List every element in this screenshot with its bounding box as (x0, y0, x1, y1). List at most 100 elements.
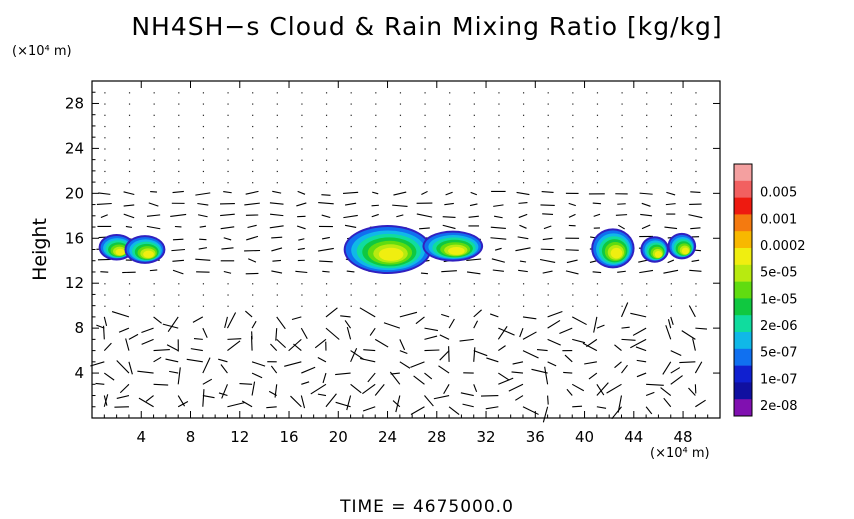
wind-arrow (641, 224, 651, 230)
cloud-region (640, 236, 670, 263)
wind-arrow (98, 192, 111, 195)
wind-arrow (359, 357, 376, 363)
wind-dot (547, 137, 549, 139)
wind-arrow (688, 305, 696, 318)
wind-arrow (197, 202, 209, 206)
wind-arrow (516, 191, 530, 196)
wind-arrow (522, 316, 537, 320)
wind-arrow (448, 406, 460, 415)
wind-dot (252, 294, 254, 296)
wind-arrow (363, 349, 376, 352)
wind-dot (301, 305, 303, 307)
wind-arrow (100, 214, 108, 219)
wind-dot (670, 103, 672, 105)
wind-dot (104, 125, 106, 128)
wind-dot (547, 103, 549, 105)
wind-arrow (319, 260, 333, 263)
wind-dot (547, 305, 549, 307)
wind-arrow (325, 393, 337, 408)
wind-dot (325, 92, 328, 94)
wind-dot (670, 125, 672, 128)
wind-arrow (419, 227, 430, 230)
wind-dot (449, 294, 451, 296)
wind-arrow (565, 249, 579, 251)
wind-dot (424, 137, 426, 139)
wind-arrow (116, 360, 130, 374)
wind-dot (128, 159, 131, 161)
wind-arrow (410, 406, 425, 415)
wind-arrow (621, 364, 628, 374)
wind-arrow (172, 238, 184, 241)
wind-arrow (433, 394, 450, 400)
wind-dot (399, 125, 402, 128)
wind-dot (202, 148, 205, 150)
wind-dot (350, 125, 352, 128)
wind-dot (350, 182, 352, 184)
wind-arrow (202, 327, 208, 338)
wind-arrow (559, 327, 573, 335)
wind-arrow (153, 356, 162, 363)
wind-arrow (310, 383, 327, 395)
wind-arrow (420, 272, 429, 275)
wind-dot (128, 137, 131, 139)
wind-arrow (148, 202, 159, 207)
wind-dot (621, 159, 623, 161)
wind-dot (276, 159, 278, 161)
cloud-layer (378, 247, 404, 261)
wind-dot (547, 159, 549, 161)
wind-dot (695, 182, 697, 184)
wind-dot (621, 137, 623, 139)
wind-dot (498, 283, 500, 285)
wind-dot (325, 114, 328, 116)
wind-dot (646, 182, 648, 184)
wind-arrow (518, 269, 528, 273)
wind-arrow (221, 384, 228, 399)
wind-arrow (494, 247, 502, 251)
wind-dot (596, 125, 599, 128)
x-tick-label: 32 (476, 428, 495, 446)
wind-arrow (137, 370, 154, 374)
wind-arrow (635, 346, 647, 352)
wind-arrow (617, 395, 623, 413)
wind-arrow (177, 367, 181, 385)
x-tick-label: 12 (230, 428, 249, 446)
wind-arrow (96, 324, 105, 329)
wind-dot (424, 283, 426, 285)
wind-dot (301, 148, 303, 150)
wind-dot (350, 137, 352, 139)
wind-arrow (399, 339, 406, 351)
wind-dot (301, 125, 303, 128)
wind-arrow (393, 191, 407, 196)
time-label: TIME = 4675000.0 (340, 497, 514, 517)
wind-arrow (665, 325, 672, 340)
wind-arrow (383, 322, 401, 329)
wind-arrow (416, 213, 433, 218)
wind-arrow (220, 364, 228, 374)
wind-arrow (245, 310, 253, 318)
wind-dot (128, 170, 131, 173)
colorbar-label: 0.001 (760, 212, 797, 227)
wind-arrow (663, 397, 672, 408)
wind-dot (596, 103, 599, 105)
wind-arrow (169, 370, 179, 374)
wind-arrow (172, 190, 184, 194)
wind-arrow (424, 372, 433, 380)
wind-arrow (640, 213, 653, 217)
cloud-regions (98, 225, 697, 274)
wind-dot (473, 125, 475, 128)
wind-arrow (441, 313, 450, 318)
wind-dot (498, 114, 500, 116)
wind-arrow (123, 191, 135, 196)
colorbar-label: 2e-06 (760, 319, 798, 334)
wind-dot (522, 114, 525, 116)
wind-arrow (125, 338, 130, 351)
wind-dot (375, 92, 377, 94)
wind-dot (449, 148, 451, 150)
wind-dot (202, 283, 205, 285)
wind-dot (399, 182, 402, 184)
wind-arrow (395, 395, 401, 413)
wind-arrow (300, 395, 306, 409)
wind-arrow (251, 320, 257, 329)
wind-dot (449, 283, 451, 285)
colorbar-label: 5e-07 (760, 346, 798, 361)
